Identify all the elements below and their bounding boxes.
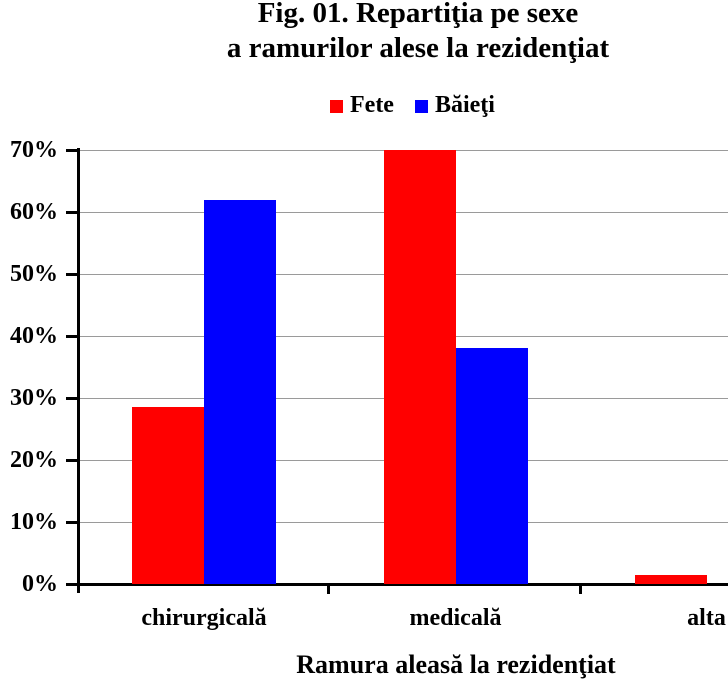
y-axis-tick-60% [66,210,78,214]
y-tick-label: 30% [10,385,58,411]
bar-fete-alta [634,574,707,584]
bar-fete-chirurgicala [132,407,204,584]
x-category-label-chirurgicala: chirurgicală [141,605,267,631]
legend: Fete Băieţi [330,92,495,118]
y-axis-tick-30% [66,396,78,400]
y-axis-tick-50% [66,272,78,276]
bar-baieti-chirurgicala [204,199,276,584]
y-tick-label: 60% [10,199,58,225]
bar-fete-medicala [383,150,456,584]
x-category-label-alta: alta [687,605,726,631]
legend-item-baieti: Băieţi [414,91,495,119]
chart-title: Fig. 01. Repartiţia pe sexe a ramurilor … [118,0,718,66]
x-axis-title: Ramura aleasă la rezidenţiat [296,650,616,679]
chart-title-line1: Fig. 01. Repartiţia pe sexe [257,0,579,29]
legend-swatch-icon-baieti [414,99,428,113]
y-axis-tick-40% [66,334,78,338]
legend-swatch-icon-fete [330,99,343,113]
bar-baieti-medicala [455,348,528,584]
x-axis-line [77,583,728,586]
x-axis-tick-1 [327,586,330,594]
x-category-label-medicala: medicală [409,605,502,631]
y-tick-label: 10% [10,509,58,535]
y-axis-tick-0% [66,582,78,586]
chart-title-line2: a ramurilor alese la rezidenţiat [226,32,610,64]
legend-item-fete: Fete [330,92,394,119]
y-axis-tick-10% [66,520,78,524]
x-axis-tick-2 [578,586,582,594]
y-tick-label: 40% [10,323,58,349]
y-axis-tick-70% [66,148,78,152]
y-axis-tick-20% [66,458,78,462]
legend-label: Băieţi [434,91,495,118]
y-tick-label: 20% [10,447,58,473]
legend-label: Fete [350,91,394,118]
y-tick-label: 0% [22,571,58,597]
y-tick-label: 70% [10,137,58,163]
y-tick-label: 50% [10,261,58,287]
y-axis-line [77,148,80,593]
